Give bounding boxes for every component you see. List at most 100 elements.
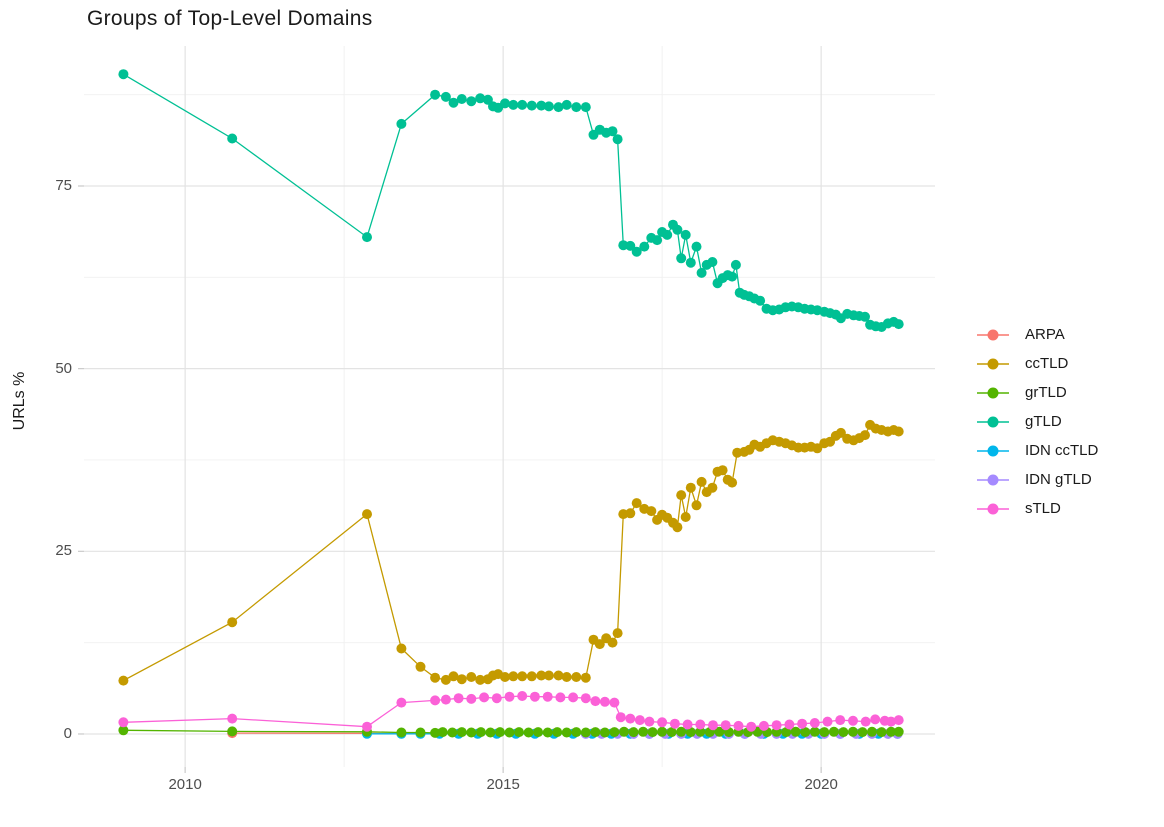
data-point bbox=[730, 259, 741, 270]
legend-label: sTLD bbox=[1025, 500, 1061, 517]
data-point bbox=[638, 726, 649, 737]
data-point bbox=[828, 726, 839, 737]
data-point bbox=[695, 719, 706, 730]
data-point bbox=[456, 94, 467, 104]
series-ccTLD bbox=[118, 419, 904, 686]
data-point bbox=[475, 727, 486, 738]
y-tick-label: 25 bbox=[55, 542, 72, 560]
data-point bbox=[396, 643, 407, 654]
data-point bbox=[696, 476, 707, 487]
legend-label: ARPA bbox=[1025, 326, 1065, 343]
legend-key-icon bbox=[977, 358, 1009, 369]
data-point bbox=[396, 697, 407, 708]
data-point bbox=[517, 691, 528, 701]
data-point bbox=[680, 512, 691, 522]
data-point bbox=[118, 69, 129, 80]
data-point bbox=[657, 717, 668, 728]
data-point bbox=[860, 716, 871, 727]
data-point bbox=[631, 498, 642, 509]
data-point bbox=[118, 725, 129, 736]
legend-key-dot bbox=[987, 445, 999, 456]
legend-label: IDN gTLD bbox=[1025, 471, 1092, 488]
data-point bbox=[809, 726, 820, 737]
data-point bbox=[514, 727, 524, 738]
data-point bbox=[860, 430, 870, 441]
x-tick-label: 2010 bbox=[168, 776, 202, 793]
data-point bbox=[707, 482, 718, 493]
data-point bbox=[430, 89, 441, 100]
data-point bbox=[893, 426, 904, 437]
data-point bbox=[714, 726, 725, 737]
data-point bbox=[644, 716, 655, 727]
data-point bbox=[612, 134, 623, 145]
data-point bbox=[227, 617, 238, 628]
data-point bbox=[672, 522, 683, 533]
data-point bbox=[886, 716, 897, 727]
legend-key-dot bbox=[987, 416, 999, 427]
legend-key-icon bbox=[977, 503, 1009, 514]
data-point bbox=[553, 102, 564, 113]
data-point bbox=[440, 694, 451, 705]
data-point bbox=[485, 727, 496, 738]
data-point bbox=[646, 506, 657, 517]
data-point bbox=[685, 482, 696, 493]
data-point bbox=[536, 670, 547, 681]
data-point bbox=[118, 675, 129, 686]
data-point bbox=[495, 727, 505, 738]
data-point bbox=[676, 726, 687, 737]
data-point bbox=[475, 93, 486, 104]
data-point bbox=[440, 674, 451, 685]
data-point bbox=[440, 91, 451, 102]
data-point bbox=[800, 727, 811, 738]
data-point bbox=[396, 727, 407, 738]
data-point bbox=[533, 727, 544, 738]
data-point bbox=[707, 257, 718, 267]
series-line bbox=[123, 73, 899, 328]
data-point bbox=[607, 637, 618, 648]
series-grTLD bbox=[118, 725, 904, 738]
data-point bbox=[594, 639, 605, 650]
data-point bbox=[415, 661, 426, 672]
data-point bbox=[396, 118, 407, 129]
data-point bbox=[691, 241, 702, 252]
data-point bbox=[790, 726, 801, 737]
data-point bbox=[634, 715, 645, 726]
data-point bbox=[479, 692, 490, 703]
legend-item-sTLD: sTLD bbox=[975, 494, 1098, 523]
legend-key-dot bbox=[987, 387, 999, 398]
data-point bbox=[727, 271, 738, 282]
data-point bbox=[526, 671, 537, 682]
legend-item-grTLD: grTLD bbox=[975, 378, 1098, 407]
legend-item-ARPA: ARPA bbox=[975, 320, 1098, 349]
y-tick-label: 75 bbox=[55, 177, 72, 195]
data-point bbox=[523, 727, 534, 738]
legend-label: gTLD bbox=[1025, 413, 1062, 430]
legend-label: grTLD bbox=[1025, 384, 1067, 401]
data-point bbox=[857, 727, 868, 738]
data-point bbox=[580, 727, 591, 738]
y-tick-label: 0 bbox=[63, 725, 72, 743]
legend-key-dot bbox=[987, 358, 999, 369]
data-point bbox=[717, 465, 728, 476]
data-point bbox=[466, 693, 477, 704]
data-point bbox=[456, 727, 467, 738]
data-point bbox=[609, 727, 620, 738]
data-point bbox=[517, 671, 528, 682]
data-point bbox=[691, 500, 702, 511]
legend-item-ccTLD: ccTLD bbox=[975, 349, 1098, 378]
data-point bbox=[227, 726, 238, 737]
data-point bbox=[543, 101, 554, 112]
data-point bbox=[720, 720, 731, 731]
data-point bbox=[676, 490, 687, 501]
data-point bbox=[784, 719, 795, 730]
legend: ARPA ccTLD grTLD gTLD IDN ccTLD IDN gTLD sTLD bbox=[975, 320, 1098, 523]
legend-label: ccTLD bbox=[1025, 355, 1069, 372]
data-point bbox=[430, 727, 441, 738]
data-point bbox=[727, 477, 738, 488]
data-point bbox=[580, 693, 591, 704]
data-point bbox=[504, 691, 515, 702]
data-point bbox=[475, 674, 486, 685]
data-point bbox=[580, 102, 591, 113]
series-gTLD bbox=[118, 69, 904, 332]
